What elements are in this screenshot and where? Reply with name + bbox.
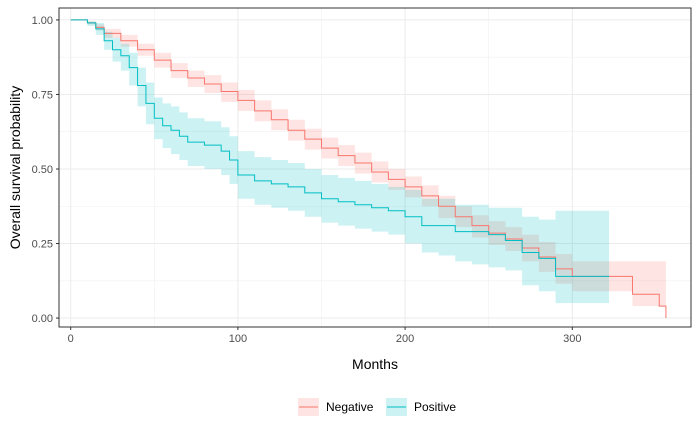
panel-border bbox=[58, 7, 692, 328]
legend-label-positive: Positive bbox=[414, 400, 456, 414]
legend-label-negative: Negative bbox=[326, 400, 374, 414]
x-tick-label: 0 bbox=[68, 333, 74, 345]
confidence-bands bbox=[70, 19, 666, 319]
survival-lines bbox=[70, 19, 667, 319]
legend: Negative Positive bbox=[298, 398, 456, 416]
y-tick-label: 0.75 bbox=[32, 89, 53, 101]
y-tick-label: 0.25 bbox=[32, 239, 53, 251]
y-tick-label: 0.50 bbox=[32, 164, 53, 176]
x-axis-ticks: 0 100 200 300 bbox=[68, 327, 581, 345]
grid-minor-lines bbox=[59, 8, 691, 327]
y-axis-title: Overall survival probability bbox=[7, 86, 23, 249]
x-tick-label: 300 bbox=[563, 333, 581, 345]
y-axis-ticks: 0.00 0.25 0.50 0.75 1.00 bbox=[32, 15, 59, 325]
confidence-band-positive bbox=[70, 19, 610, 304]
y-tick-label: 1.00 bbox=[32, 15, 53, 27]
x-tick-label: 200 bbox=[396, 333, 414, 345]
y-tick-label: 0.00 bbox=[32, 313, 53, 325]
x-tick-label: 100 bbox=[229, 333, 247, 345]
x-axis-title: Months bbox=[352, 356, 398, 372]
confidence-band-negative bbox=[70, 19, 666, 319]
survival-line-positive bbox=[70, 19, 610, 277]
